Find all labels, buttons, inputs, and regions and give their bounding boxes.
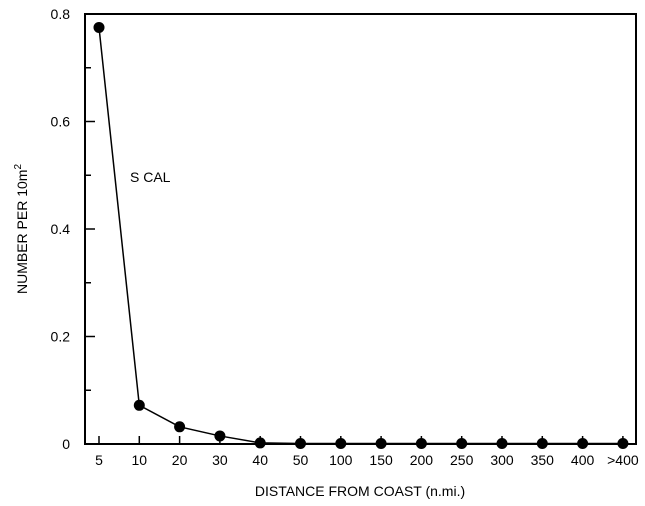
- x-tick-label: 100: [329, 452, 353, 468]
- x-tick-label: 20: [172, 452, 188, 468]
- annotation-s-cal: S CAL: [130, 169, 171, 185]
- data-point: [415, 437, 427, 449]
- plot-frame: [84, 13, 637, 445]
- y-tick-label: 0.8: [51, 6, 71, 22]
- data-point: [295, 437, 306, 449]
- y-tick-label: 0.2: [51, 329, 71, 345]
- x-tick-label: 5: [95, 452, 103, 468]
- x-tick-label: 250: [450, 452, 474, 468]
- data-point: [536, 437, 548, 449]
- x-tick-label: 150: [369, 452, 393, 468]
- x-tick-label: 350: [531, 452, 555, 468]
- x-tick-label: 300: [490, 452, 514, 468]
- x-tick-label: 50: [293, 452, 309, 468]
- x-tick-label: >400: [607, 452, 639, 468]
- x-tick-label: 40: [252, 452, 268, 468]
- data-series: [93, 21, 629, 449]
- data-point: [456, 437, 468, 449]
- x-axis-title: DISTANCE FROM COAST (n.mi.): [255, 483, 465, 499]
- data-point: [174, 421, 186, 433]
- data-point: [254, 437, 266, 449]
- series-line: [98, 27, 623, 445]
- y-axis-title-main: NUMBER PER 10m: [14, 170, 30, 294]
- data-point: [133, 399, 145, 411]
- data-point: [214, 430, 226, 442]
- data-point: [335, 437, 347, 449]
- y-tick-label: 0.4: [51, 221, 71, 237]
- data-point: [577, 437, 589, 449]
- y-tick-label: 0.6: [51, 114, 71, 130]
- x-tick-label: 30: [212, 452, 228, 468]
- y-axis-ticks: 0 0.2 0.4 0.6 0.8: [51, 6, 95, 452]
- y-axis-title: NUMBER PER 10m2: [13, 164, 30, 294]
- y-tick-label: 0: [62, 436, 70, 452]
- data-point: [375, 437, 387, 449]
- data-point: [496, 437, 508, 449]
- x-tick-label: 400: [571, 452, 595, 468]
- x-tick-label: 10: [132, 452, 148, 468]
- data-point: [93, 21, 105, 33]
- y-axis-title-superscript: 2: [13, 164, 24, 170]
- x-tick-label: 200: [410, 452, 434, 468]
- x-axis-ticks: 5 10 20 30 40 50 100 150 200 250 300 350 400 >400: [95, 436, 639, 468]
- data-point: [617, 437, 629, 449]
